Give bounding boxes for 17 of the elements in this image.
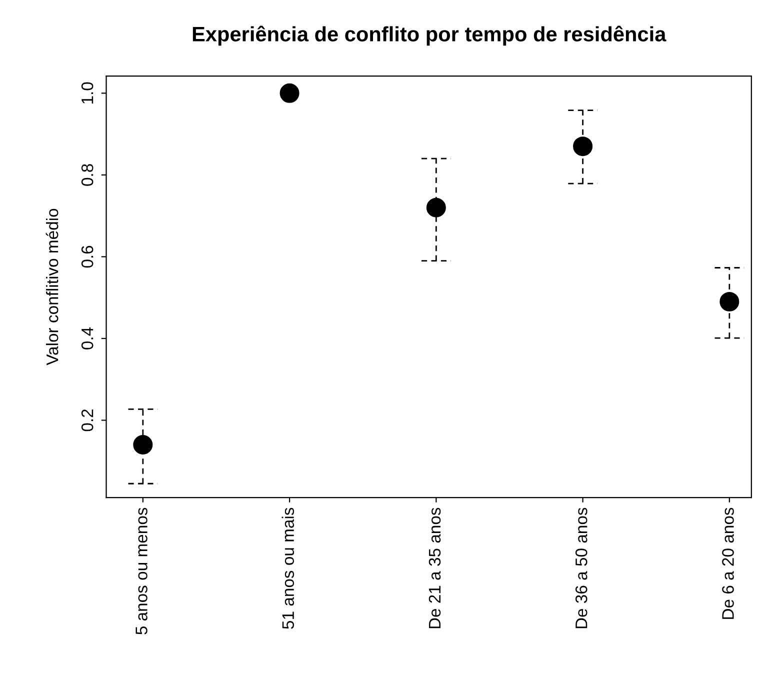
point [280, 83, 300, 103]
point [133, 435, 153, 455]
point [720, 292, 740, 312]
x-tick-label: De 21 a 35 anos [428, 508, 441, 628]
y-tick-label: 0.6 [81, 246, 94, 268]
y-tick-label: 0.2 [81, 410, 94, 432]
x-tick-label: 51 anos ou mais [282, 508, 294, 629]
y-tick-label: 0.8 [81, 164, 94, 186]
y-tick-label: 1.0 [81, 82, 94, 104]
y-axis-title: Valor conflitivo médio [46, 208, 58, 366]
x-tick-label: De 36 a 50 anos [575, 508, 588, 628]
chart-title: Experiência de conflito por tempo de residência [192, 26, 666, 46]
point [426, 198, 446, 218]
x-tick-label: 5 anos ou menos [136, 508, 148, 634]
point [573, 136, 593, 156]
x-tick-label: De 6 a 20 anos [722, 508, 734, 619]
y-tick-label: 0.4 [81, 327, 94, 350]
